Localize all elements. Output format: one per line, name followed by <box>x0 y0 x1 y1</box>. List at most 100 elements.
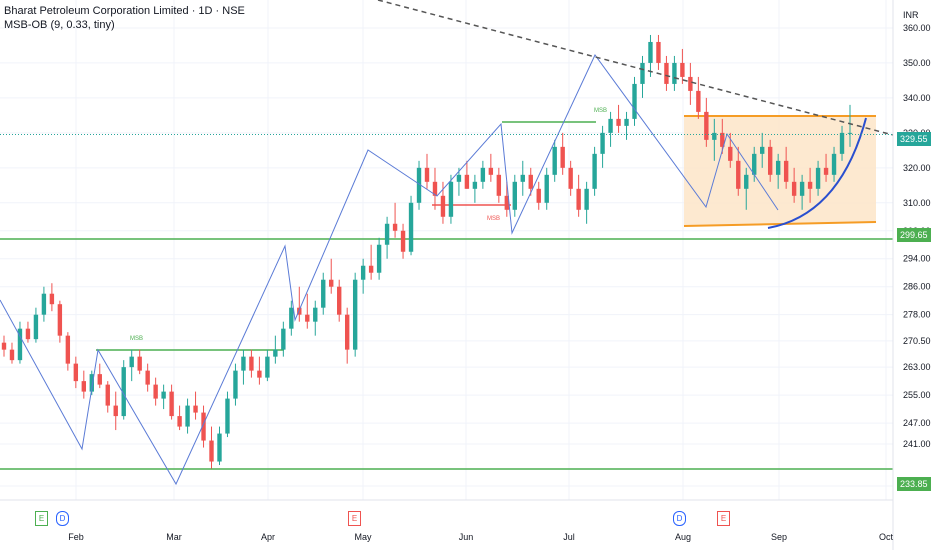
dividend-event-marker[interactable]: D <box>673 511 686 526</box>
candle-body <box>392 223 398 231</box>
candle-body <box>416 167 422 203</box>
candle-body <box>799 181 805 196</box>
price-axis-tick: 360.00 <box>903 23 931 33</box>
price-axis-tick: 270.50 <box>903 336 931 346</box>
candle-body <box>728 146 733 161</box>
msb-label: MSB <box>487 216 500 222</box>
candle-body <box>233 370 238 399</box>
candle-body <box>257 370 262 378</box>
candle-body <box>440 195 446 217</box>
candle-body <box>337 286 342 315</box>
candle-body <box>528 174 533 189</box>
earnings-event-marker[interactable]: E <box>35 511 48 526</box>
msb-label: MSB <box>594 108 607 114</box>
candle-body <box>81 381 87 392</box>
trendline <box>377 0 894 136</box>
candle-body <box>9 349 15 361</box>
candle-body <box>376 244 382 273</box>
candle-body <box>241 356 246 371</box>
candle-body <box>815 167 821 189</box>
price-axis-tick: 286.00 <box>903 282 931 292</box>
price-axis-tick: 294.00 <box>903 254 931 264</box>
candle-body <box>153 384 158 399</box>
candle-body <box>640 62 645 84</box>
candle-body <box>464 174 470 189</box>
time-axis-tick: Apr <box>261 532 275 542</box>
candle-body <box>672 62 677 84</box>
candle-body <box>33 314 39 340</box>
candle-body <box>97 374 102 385</box>
candle-body <box>608 118 613 133</box>
candle-body <box>129 356 134 368</box>
candle-body <box>512 181 517 210</box>
candle-body <box>217 433 222 462</box>
candle-body <box>400 230 406 252</box>
candle-body <box>360 265 366 280</box>
earnings-event-marker[interactable]: E <box>717 511 730 526</box>
candle-body <box>281 328 286 350</box>
candle-body <box>432 181 438 196</box>
candle-body <box>185 405 190 427</box>
price-axis-tick: 350.00 <box>903 58 931 68</box>
candle-body <box>193 405 198 413</box>
price-axis-tick: 320.00 <box>903 163 931 173</box>
candle-body <box>775 160 781 175</box>
candle-body <box>169 391 174 417</box>
candle-body <box>783 160 789 182</box>
candle-body <box>121 367 126 417</box>
candle-body <box>791 181 797 196</box>
candle-body <box>712 132 717 140</box>
chart-title: Bharat Petroleum Corporation Limited · 1… <box>4 5 245 17</box>
candle-body <box>520 174 525 182</box>
candle-body <box>536 188 541 203</box>
candle-body <box>807 181 813 189</box>
earnings-event-marker[interactable]: E <box>348 511 361 526</box>
time-axis-tick: Sep <box>771 532 787 542</box>
candle-body <box>313 307 318 322</box>
candle-body <box>209 440 214 462</box>
candle-body <box>368 265 374 273</box>
candle-body <box>760 146 765 154</box>
price-axis-tick: 247.00 <box>903 418 931 428</box>
dividend-event-marker[interactable]: D <box>56 511 69 526</box>
candle-body <box>424 167 430 182</box>
level-tag-upper: 299.65 <box>897 228 931 242</box>
time-axis-tick: Mar <box>166 532 182 542</box>
candle-body <box>480 167 486 182</box>
candle-body <box>616 118 621 126</box>
candle-body <box>273 349 278 357</box>
candle-body <box>823 167 829 175</box>
price-axis-tick: 278.00 <box>903 310 931 320</box>
candle-body <box>344 314 350 350</box>
indicator-label: MSB-OB (9, 0.33, tiny) <box>4 19 115 31</box>
candle-body <box>576 188 581 210</box>
candle-body <box>624 118 629 126</box>
candle-body <box>145 370 150 385</box>
candle-body <box>456 174 462 182</box>
candle-body <box>847 132 853 134</box>
candle-body <box>305 314 310 322</box>
candle-body <box>680 62 685 77</box>
candle-body <box>552 146 557 175</box>
candle-body <box>488 167 494 175</box>
candle-body <box>839 132 845 154</box>
candle-body <box>592 153 597 189</box>
candle-body <box>105 384 110 406</box>
level-tag-lower: 233.85 <box>897 477 931 491</box>
candle-body <box>57 304 63 336</box>
price-axis-tick: 255.00 <box>903 390 931 400</box>
candle-body <box>744 174 749 189</box>
candle-body <box>688 76 693 91</box>
candle-body <box>648 41 653 63</box>
candle-body <box>25 328 31 340</box>
candle-body <box>736 160 741 189</box>
curve-line <box>767 117 867 229</box>
candle-body <box>584 188 589 210</box>
candle-body <box>137 356 142 371</box>
candle-body <box>225 398 230 434</box>
chart-header: Bharat Petroleum Corporation Limited · 1… <box>4 4 245 32</box>
candle-body <box>265 356 270 378</box>
candle-body <box>352 279 358 350</box>
candle-body <box>632 83 637 119</box>
